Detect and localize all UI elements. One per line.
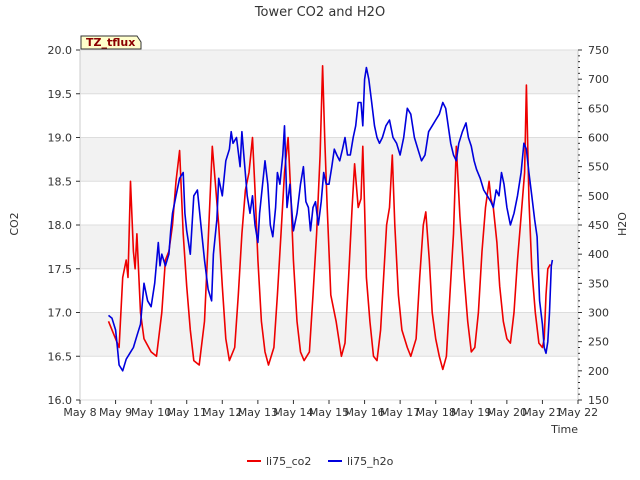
y-left-tick-label: 18.5 — [48, 175, 73, 188]
chart-title: Tower CO2 and H2O — [254, 5, 385, 20]
site-badge-label: TZ_tflux — [86, 36, 135, 49]
y-right-tick-label: 250 — [588, 336, 609, 349]
y-left-tick-label: 16.5 — [48, 350, 73, 363]
x-tick-label: May 22 — [558, 406, 598, 419]
background-band — [80, 356, 578, 400]
site-badge-box — [80, 35, 142, 50]
y-left-tick-label: 19.5 — [48, 88, 73, 101]
y-left-tick-label: 18.0 — [48, 219, 73, 232]
legend-label-co2: li75_co2 — [266, 455, 311, 468]
y-right-tick-label: 400 — [588, 248, 609, 261]
series-line-li75_co2 — [107, 65, 551, 371]
y-left-tick-label: 19.0 — [48, 132, 73, 145]
x-tick-label: May 12 — [202, 406, 242, 419]
x-tick-label: May 13 — [238, 406, 278, 419]
x-tick-label: May 16 — [344, 406, 384, 419]
x-tick-label: May 21 — [522, 406, 562, 419]
x-tick-label: May 11 — [167, 406, 207, 419]
y-right-tick-label: 150 — [588, 394, 609, 407]
y-right-tick-label: 350 — [588, 277, 609, 290]
y-right-tick-label: 500 — [588, 190, 609, 203]
x-tick-label: May 15 — [309, 406, 349, 419]
background-band — [80, 181, 578, 225]
y-right-tick-label: 650 — [588, 102, 609, 115]
y-right-tick-label: 600 — [588, 132, 609, 145]
x-tick-label: May 18 — [416, 406, 456, 419]
x-tick-label: May 19 — [451, 406, 491, 419]
legend-label-h2o: li75_h2o — [347, 455, 394, 468]
x-tick-label: May 10 — [131, 406, 171, 419]
y-left-tick-label: 17.0 — [48, 307, 73, 320]
y-right-tick-label: 750 — [588, 44, 609, 57]
x-tick-label: May 17 — [380, 406, 420, 419]
series-line-li75_h2o — [107, 66, 554, 372]
site-badge: TZ_tflux — [80, 35, 142, 50]
y-right-tick-label: 700 — [588, 73, 609, 86]
background-band — [80, 93, 578, 138]
background-band — [80, 312, 578, 357]
x-axis-title: Time — [550, 423, 578, 436]
series-layer — [107, 65, 554, 372]
legend: li75_co2 li75_h2o — [247, 455, 394, 468]
y-right-tick-label: 200 — [588, 365, 609, 378]
y-left-axis-title: CO2 — [8, 212, 21, 235]
x-tick-label: May 9 — [99, 406, 132, 419]
y-right-tick-label: 450 — [588, 219, 609, 232]
y-right-axis-title: H2O — [616, 212, 629, 236]
y-left-tick-label: 17.5 — [48, 263, 73, 276]
background-band — [80, 137, 578, 182]
x-tick-label: May 8 — [63, 406, 96, 419]
y-left-tick-label: 16.0 — [48, 394, 73, 407]
background-band — [80, 50, 578, 94]
x-tick-label: May 20 — [487, 406, 527, 419]
y-right-tick-label: 550 — [588, 161, 609, 174]
y-right-tick-label: 300 — [588, 307, 609, 320]
x-tick-label: May 14 — [273, 406, 313, 419]
y-left-tick-label: 20.0 — [48, 44, 73, 57]
